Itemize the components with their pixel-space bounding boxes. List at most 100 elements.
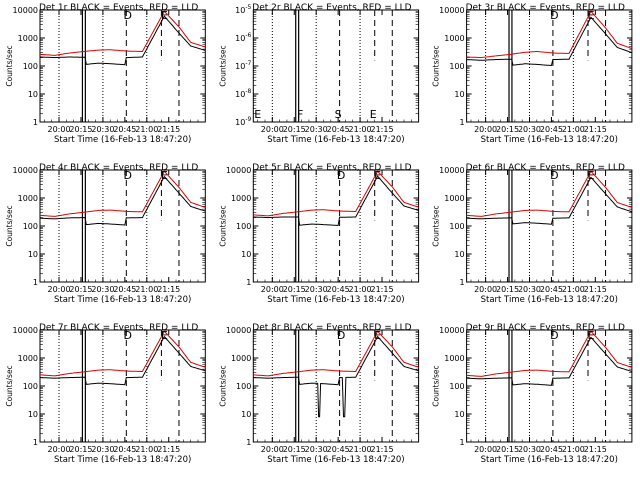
y-tick-label: 1000 [444, 354, 464, 363]
x-axis-label: Start Time (16-Feb-13 18:47:20) [267, 295, 404, 305]
panel-det1: Det 1r BLACK = Events, RED = LLD 1 10 100 10… [5, 3, 206, 145]
y-tick-label: 10-8 [235, 88, 251, 99]
y-tick-label: 10000 [439, 6, 464, 15]
y-axis-label: Counts/sec [218, 205, 227, 246]
axes-frame [252, 9, 420, 123]
y-tick-label: 10-9 [235, 116, 251, 127]
x-tick-label: 20:30 [518, 125, 541, 134]
x-tick-label: 21:15 [157, 125, 180, 134]
axes-frame [466, 9, 633, 123]
y-tick-label: 100 [23, 382, 38, 391]
panel-det7: Det 7r BLACK = Events, RED = LLD 1 10 100 10… [5, 323, 206, 465]
y-tick-label: 1 [246, 438, 251, 447]
flag-marker: D [337, 169, 345, 182]
flag-marker: F [297, 108, 303, 121]
x-tick-label: 20:15 [69, 125, 92, 134]
axes-frame [252, 329, 420, 443]
y-axis-label: Counts/sec [432, 45, 441, 86]
y-tick-label: 10000 [226, 166, 251, 175]
flag-marker: E [254, 108, 261, 121]
y-tick-label: 10 [454, 250, 464, 259]
panel-title: Det 6r BLACK = Events, RED = LLD [466, 163, 625, 173]
flag-marker: D [124, 9, 132, 22]
axes-frame [39, 329, 206, 443]
x-tick-label: 21:00 [135, 445, 158, 454]
y-tick-label: 10000 [13, 326, 38, 335]
x-tick-label: 20:15 [69, 285, 92, 294]
x-tick-label: 20:45 [327, 285, 350, 294]
series-line-lld [466, 170, 633, 217]
panel-det3: Det 3r BLACK = Events, RED = LLD 1 10 100 10… [432, 3, 633, 145]
y-tick-label: 10000 [13, 6, 38, 15]
x-tick-label: 21:15 [157, 285, 180, 294]
panel-title: Det 2r BLACK = Events, RED = LLD [252, 3, 411, 13]
panel-det6: Det 6r BLACK = Events, RED = LLD 1 10 100 10… [432, 163, 633, 305]
y-tick-label: 100 [449, 222, 464, 231]
axes-frame [39, 9, 206, 123]
flag-marker: E [587, 9, 594, 22]
series-line-events [40, 15, 206, 66]
flag-marker: D [124, 169, 132, 182]
y-tick-label: 100 [236, 382, 251, 391]
x-tick-label: 20:00 [261, 285, 284, 294]
panel-title: Det 1r BLACK = Events, RED = LLD [39, 3, 198, 13]
x-axis-label: Start Time (16-Feb-13 18:47:20) [481, 455, 618, 465]
flag-marker: E [374, 329, 381, 342]
panel-title: Det 8r BLACK = Events, RED = LLD [252, 323, 411, 333]
y-tick-label: 100 [23, 62, 38, 71]
flag-marker: D [550, 169, 558, 182]
x-tick-label: 21:00 [562, 445, 585, 454]
series-line-lld [40, 330, 206, 377]
x-tick-label: 20:45 [540, 445, 563, 454]
y-tick-label: 1000 [18, 194, 38, 203]
x-axis-label: Start Time (16-Feb-13 18:47:20) [481, 295, 618, 305]
x-tick-label: 21:00 [349, 285, 372, 294]
x-tick-label: 20:30 [305, 285, 328, 294]
panel-det4: Det 4r BLACK = Events, RED = LLD 1 10 100 10… [5, 163, 206, 305]
panel-det9: Det 9r BLACK = Events, RED = LLD 1 10 100 10… [432, 323, 633, 465]
x-axis-label: Start Time (16-Feb-13 18:47:20) [481, 135, 618, 145]
x-tick-label: 20:45 [113, 285, 136, 294]
x-tick-label: 20:45 [540, 125, 563, 134]
x-tick-label: 20:45 [113, 125, 136, 134]
x-tick-label: 20:15 [496, 445, 519, 454]
x-tick-label: 20:45 [113, 445, 136, 454]
x-tick-label: 20:00 [47, 445, 70, 454]
series-line-lld [466, 330, 633, 377]
y-axis-label: Counts/sec [432, 205, 441, 246]
panel-title: Det 5r BLACK = Events, RED = LLD [252, 163, 411, 173]
x-tick-label: 21:00 [349, 125, 372, 134]
y-axis-label: Counts/sec [5, 205, 14, 246]
x-tick-label: 20:00 [261, 125, 284, 134]
flag-marker: D [337, 329, 345, 342]
flag-marker: E [587, 169, 594, 182]
flag-marker: D [550, 9, 558, 22]
x-tick-label: 21:00 [349, 445, 372, 454]
x-tick-label: 21:00 [562, 285, 585, 294]
x-tick-label: 20:30 [91, 125, 114, 134]
panel-title: Det 3r BLACK = Events, RED = LLD [466, 3, 625, 13]
y-tick-label: 10 [241, 250, 251, 259]
y-tick-label: 10 [28, 90, 38, 99]
y-tick-label: 100 [236, 222, 251, 231]
x-tick-label: 21:00 [135, 285, 158, 294]
series-line-events [40, 175, 206, 226]
y-axis-label: Counts/sec [218, 365, 227, 406]
panel-det2: Det 2r BLACK = Events, RED = LLD 10-9 10-8… [218, 3, 420, 145]
y-tick-label: 10 [28, 250, 38, 259]
y-tick-label: 1 [33, 278, 38, 287]
y-tick-label: 1 [33, 438, 38, 447]
x-tick-label: 21:00 [135, 125, 158, 134]
x-tick-label: 20:30 [305, 445, 328, 454]
flag-marker: E [374, 169, 381, 182]
x-tick-label: 21:15 [584, 445, 607, 454]
y-axis-label: Counts/sec [432, 365, 441, 406]
y-tick-label: 1 [460, 438, 465, 447]
x-tick-label: 20:15 [496, 125, 519, 134]
x-tick-label: 20:00 [474, 125, 497, 134]
y-tick-label: 10 [28, 410, 38, 419]
x-tick-label: 20:30 [518, 285, 541, 294]
axes-frame [252, 169, 420, 283]
y-tick-label: 10000 [13, 166, 38, 175]
